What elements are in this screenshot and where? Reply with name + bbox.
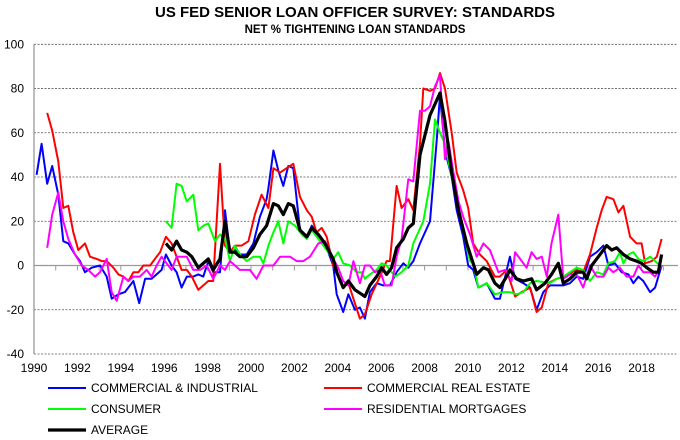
chart-title: US FED SENIOR LOAN OFFICER SURVEY: STAND… bbox=[155, 4, 555, 21]
x-tick-label: 2006 bbox=[368, 361, 395, 375]
x-tick-label: 2000 bbox=[238, 361, 265, 375]
y-tick-label: -20 bbox=[7, 303, 25, 317]
series-line-commercial-industrial bbox=[35, 94, 663, 320]
y-tick-label: -40 bbox=[7, 347, 25, 361]
x-tick-label: 2008 bbox=[411, 361, 438, 375]
series-line-residential-mortgages bbox=[46, 74, 663, 302]
gridlines bbox=[34, 43, 678, 355]
x-tick-label: 1990 bbox=[21, 361, 48, 375]
y-tick-label: 60 bbox=[11, 126, 25, 140]
x-tick-label: 2004 bbox=[324, 361, 351, 375]
y-tick-label: 40 bbox=[11, 170, 25, 184]
chart-subtitle: NET % TIGHTENING LOAN STANDARDS bbox=[245, 24, 466, 36]
x-tick-label: 1998 bbox=[194, 361, 221, 375]
x-tick-label: 2002 bbox=[281, 361, 308, 375]
y-tick-label: 100 bbox=[4, 37, 24, 51]
x-tick-label: 2018 bbox=[628, 361, 655, 375]
x-tick-label: 2010 bbox=[455, 361, 482, 375]
x-tick-label: 1994 bbox=[107, 361, 134, 375]
legend-label: COMMERCIAL REAL ESTATE bbox=[367, 381, 530, 395]
series-line-commercial-real-estate bbox=[46, 72, 663, 320]
x-tick-label: 2012 bbox=[498, 361, 525, 375]
y-tick-label: 20 bbox=[11, 214, 25, 228]
legend-label: AVERAGE bbox=[91, 423, 148, 437]
series-line-average bbox=[164, 91, 664, 299]
x-tick-label: 1996 bbox=[151, 361, 178, 375]
x-tick-label: 2014 bbox=[541, 361, 568, 375]
legend-label: CONSUMER bbox=[91, 402, 161, 416]
legend-label: RESIDENTIAL MORTGAGES bbox=[367, 402, 526, 416]
series-lines bbox=[35, 72, 664, 320]
legend: COMMERCIAL & INDUSTRIAL COMMERCIAL REAL E… bbox=[48, 381, 530, 437]
y-tick-label: 0 bbox=[17, 259, 24, 273]
y-tick-label: 80 bbox=[11, 82, 25, 96]
x-tick-label: 1992 bbox=[64, 361, 91, 375]
legend-label: COMMERCIAL & INDUSTRIAL bbox=[91, 381, 258, 395]
x-tick-label: 2016 bbox=[585, 361, 612, 375]
